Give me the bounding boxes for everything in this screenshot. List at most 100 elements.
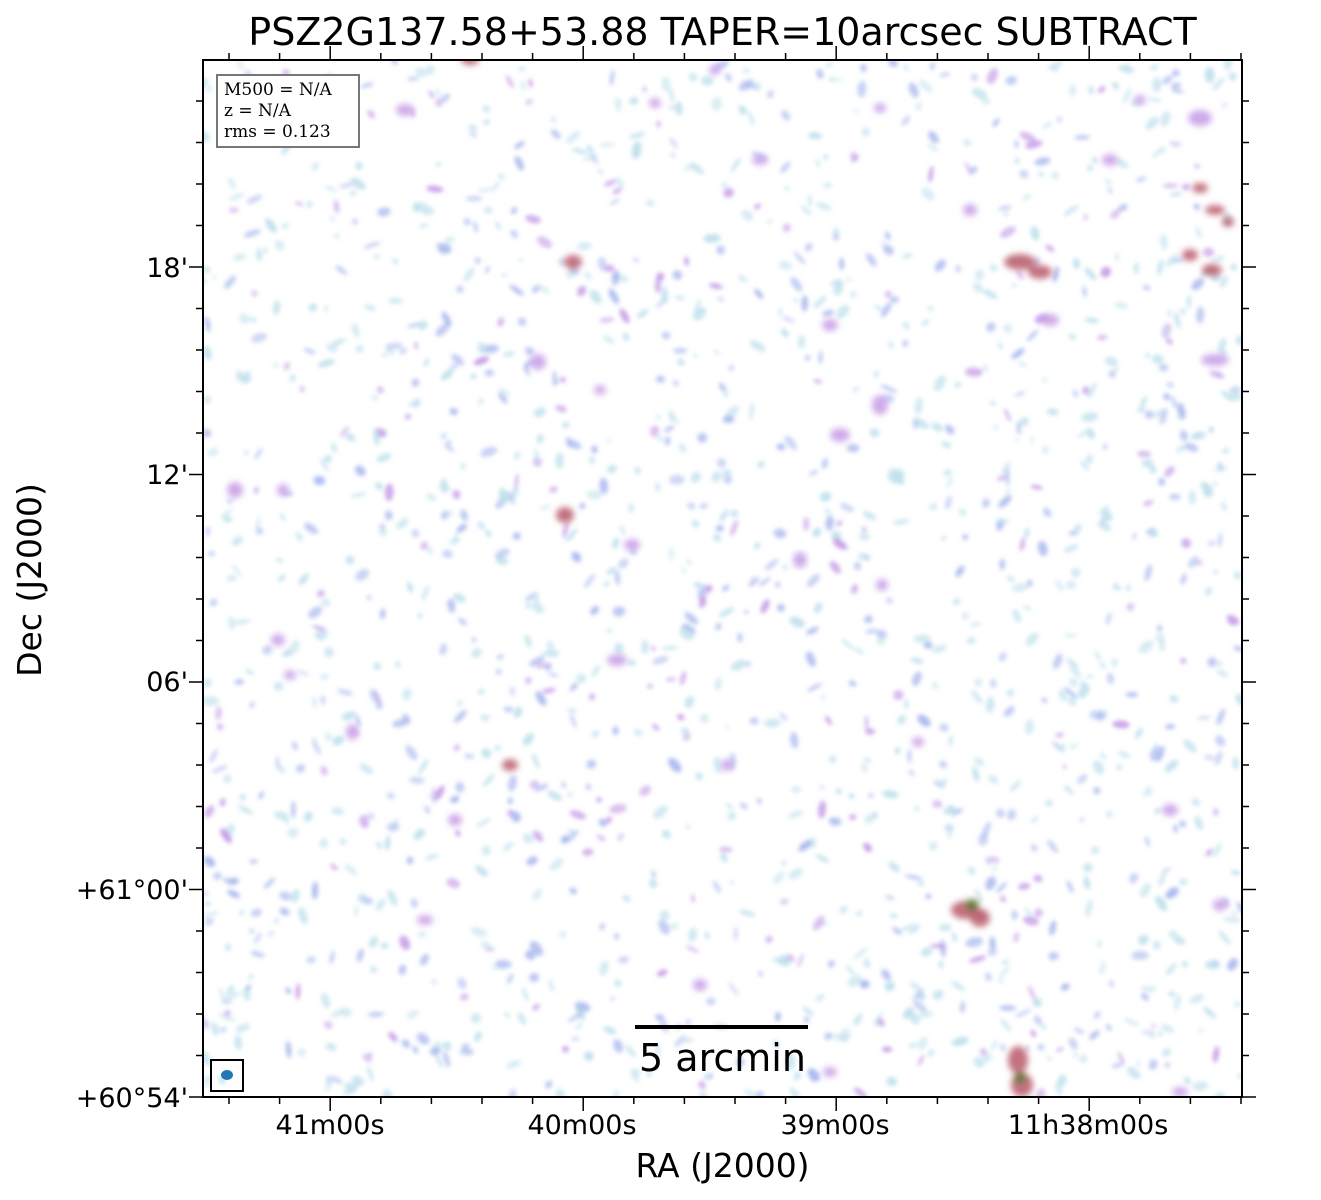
noise-speckle: [559, 931, 567, 938]
noise-speckle: [373, 662, 382, 671]
noise-speckle: [781, 110, 791, 121]
noise-speckle: [442, 1041, 452, 1052]
noise-speckle: [1005, 467, 1010, 486]
noise-speckle: [1164, 759, 1179, 773]
noise-speckle: [471, 647, 482, 658]
noise-speckle: [1030, 226, 1040, 241]
noise-speckle: [822, 182, 833, 189]
noise-speckle: [1145, 352, 1150, 359]
noise-speckle: [1135, 177, 1147, 182]
noise-speckle: [429, 1047, 441, 1056]
noise-speckle: [801, 295, 809, 312]
noise-speckle: [375, 898, 386, 912]
noise-speckle: [319, 674, 330, 680]
noise-speckle: [961, 612, 970, 620]
noise-speckle: [916, 101, 922, 111]
noise-speckle: [1091, 846, 1099, 855]
noise-speckle: [1208, 370, 1225, 379]
noise-speckle: [1213, 569, 1219, 575]
noise-speckle: [1219, 275, 1229, 289]
noise-speckle: [332, 735, 344, 746]
noise-speckle: [737, 632, 743, 643]
noise-speckle: [773, 871, 785, 885]
noise-speckle: [319, 838, 329, 849]
noise-speckle: [532, 1003, 540, 1011]
noise-speckle: [1011, 582, 1029, 593]
noise-speckle: [1104, 178, 1113, 185]
noise-speckle: [599, 477, 609, 495]
noise-speckle: [781, 860, 786, 867]
noise-speckle: [656, 969, 668, 977]
noise-speckle: [864, 615, 873, 624]
noise-speckle: [698, 1080, 706, 1090]
noise-speckle: [880, 385, 898, 393]
noise-speckle: [964, 161, 973, 177]
noise-speckle: [938, 923, 952, 932]
noise-speckle: [919, 79, 933, 93]
noise-speckle: [1089, 710, 1107, 721]
noise-speckle: [203, 678, 212, 688]
noise-speckle: [1103, 510, 1113, 522]
noise-speckle: [514, 141, 525, 150]
noise-speckle: [274, 918, 279, 923]
noise-speckle: [910, 981, 923, 993]
noise-speckle: [591, 445, 598, 454]
noise-speckle: [1181, 960, 1188, 968]
noise-speckle: [299, 386, 305, 393]
noise-speckle: [463, 218, 471, 226]
noise-speckle: [684, 696, 695, 709]
noise-speckle: [1109, 980, 1114, 988]
noise-speckle: [873, 369, 880, 379]
noise-speckle: [514, 473, 519, 492]
noise-speckle: [1197, 716, 1211, 720]
x-axis-label: RA (J2000): [635, 1146, 810, 1185]
noise-speckle: [224, 943, 232, 951]
noise-speckle: [793, 298, 799, 303]
noise-speckle: [248, 317, 258, 322]
noise-speckle: [721, 181, 728, 189]
noise-speckle: [427, 545, 432, 555]
noise-speckle: [1110, 209, 1121, 219]
noise-speckle: [548, 979, 555, 993]
noise-speckle: [1074, 523, 1082, 533]
noise-speckle: [392, 257, 399, 265]
noise-speckle: [235, 369, 242, 377]
noise-speckle: [1218, 532, 1222, 547]
noise-speckle: [997, 475, 1007, 481]
noise-speckle: [1023, 916, 1039, 926]
noise-speckle: [506, 973, 514, 984]
noise-speckle: [329, 216, 336, 222]
noise-speckle: [1027, 579, 1033, 587]
noise-speckle: [688, 927, 698, 943]
noise-speckle: [532, 601, 544, 614]
noise-speckle: [524, 346, 535, 356]
noise-speckle: [1063, 205, 1079, 216]
noise-speckle: [419, 953, 430, 966]
noise-speckle: [741, 209, 754, 221]
noise-speckle: [535, 691, 547, 706]
noise-speckle: [682, 164, 698, 171]
noise-speckle: [298, 573, 309, 586]
noise-speckle: [749, 402, 754, 420]
noise-speckle: [1093, 760, 1105, 775]
noise-speckle: [945, 495, 952, 510]
noise-speckle: [609, 198, 620, 206]
noise-speckle: [338, 182, 356, 189]
noise-speckle: [331, 807, 345, 815]
noise-speckle: [884, 981, 895, 992]
noise-speckle: [1003, 211, 1009, 216]
y-tick-label: +60°54': [75, 1083, 188, 1114]
noise-speckle: [355, 715, 361, 728]
noise-speckle: [239, 909, 245, 916]
noise-speckle: [571, 148, 588, 155]
noise-speckle: [968, 955, 987, 963]
noise-speckle: [571, 1037, 579, 1041]
noise-speckle: [1107, 185, 1112, 193]
noise-speckle: [377, 207, 391, 217]
noise-speckle: [1165, 337, 1173, 345]
noise-speckle: [1063, 544, 1079, 553]
noise-speckle: [999, 226, 1016, 238]
noise-speckle: [204, 891, 208, 896]
noise-speckle: [250, 950, 265, 958]
noise-speckle: [992, 118, 1000, 127]
